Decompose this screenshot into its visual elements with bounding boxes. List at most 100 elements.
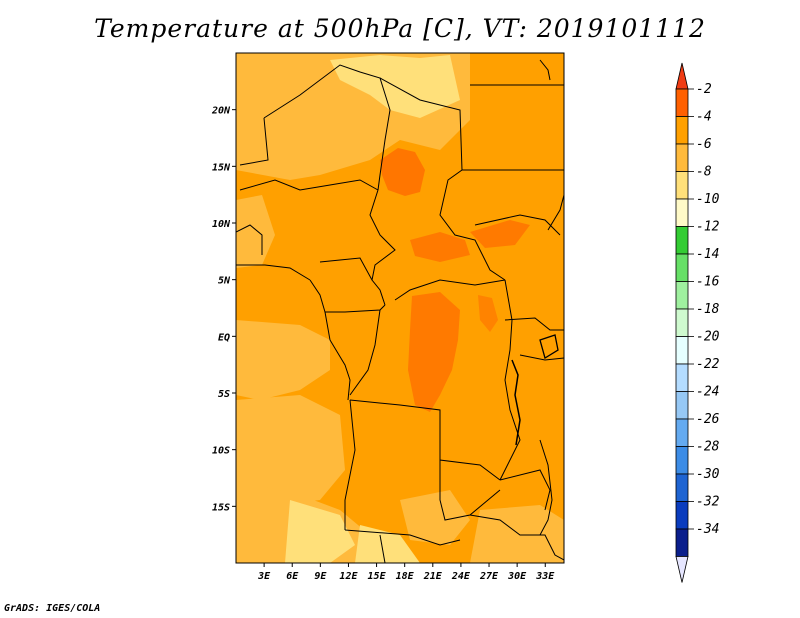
- border-car-drc: [394, 279, 506, 301]
- border-cameroon-gabon: [309, 279, 386, 313]
- lon-tick-label: 15E: [368, 571, 387, 582]
- border-benin: [236, 224, 263, 255]
- border-drc-angola: [349, 399, 501, 481]
- colorbar-label: -22: [696, 357, 720, 372]
- grads-credit: GrADS: IGES/COLA: [4, 603, 101, 614]
- colorbar-label: -6: [696, 137, 712, 152]
- field-west-light: [236, 195, 275, 268]
- field-botswana-pale: [355, 525, 420, 563]
- border-south-sudan: [474, 214, 561, 236]
- colorbar-label: -14: [696, 247, 719, 262]
- border-drc-east: [499, 279, 521, 481]
- field-car-warm: [410, 232, 470, 262]
- lon-tick-label: 3E: [257, 571, 271, 582]
- lon-tick-label: 24E: [451, 571, 471, 582]
- colorbar-swatch: [675, 418, 689, 447]
- lat-tick-label: 15N: [212, 162, 231, 173]
- longitude-axis: 3E 6E 9E 12E 15E 18E 21E 24E 27E 30E 33E: [257, 563, 555, 582]
- map-title: Temperature at 500hPa [C], VT: 201910111…: [94, 14, 706, 43]
- colorbar-swatch: [675, 253, 689, 282]
- lon-tick-label: 6E: [286, 571, 299, 582]
- colorbar-swatch: [675, 473, 689, 502]
- colorbar-label: -34: [696, 522, 719, 537]
- lat-tick-label: 10S: [212, 446, 230, 457]
- coast-malawi-lake: [539, 439, 553, 536]
- border-west-coast: [236, 264, 311, 281]
- border-angola-west: [344, 399, 356, 530]
- colorbar-label: -24: [696, 385, 719, 400]
- border-nigeria-cameroon: [319, 257, 373, 281]
- lat-tick-label: 15S: [212, 502, 230, 513]
- colorbar-label: -8: [696, 165, 712, 180]
- colorbar-swatch: [675, 143, 689, 172]
- lat-tick-label: 5S: [218, 389, 230, 400]
- border-zimbabwe: [469, 514, 564, 561]
- colorbar-bottom-arrow: [675, 556, 689, 583]
- colorbar-label: -4: [696, 110, 712, 125]
- colorbar-swatch: [675, 501, 689, 530]
- border-gabon-congo: [324, 311, 351, 401]
- lat-tick-label: EQ: [218, 332, 230, 343]
- colorbar-label: -28: [696, 440, 720, 455]
- lon-tick-label: 9E: [314, 571, 327, 582]
- colorbar-swatch: [675, 198, 689, 227]
- latitude-axis: 20N 15N 10N 5N EQ 5S 10S 15S: [211, 106, 236, 513]
- colorbar-label: -26: [696, 412, 720, 427]
- colorbar-swatch: [675, 308, 689, 337]
- lon-tick-label: 33E: [535, 571, 555, 582]
- colorbar-swatch: [675, 281, 689, 310]
- lon-tick-label: 12E: [339, 571, 358, 582]
- colorbar-label: -18: [696, 302, 720, 317]
- lon-tick-label: 30E: [507, 571, 527, 582]
- border-ethiopia: [547, 194, 564, 231]
- lat-tick-label: 10N: [212, 219, 231, 230]
- lake-victoria: [539, 334, 559, 360]
- border-chad-cameroon: [369, 189, 396, 306]
- border-uganda-kenya: [504, 317, 564, 331]
- colorbar-swatch: [675, 88, 689, 117]
- colorbar-swatch: [675, 528, 689, 557]
- colorbar-label: -12: [696, 220, 720, 235]
- field-southeast-light: [470, 505, 564, 563]
- border-botswana: [379, 534, 386, 563]
- map-frame: [235, 52, 565, 564]
- lon-tick-label: 21E: [423, 571, 443, 582]
- colorbar-label: -16: [696, 275, 720, 290]
- colorbar-label: -2: [696, 82, 712, 97]
- border-zambia: [439, 460, 501, 521]
- border-libya-chad-sudan: [379, 77, 506, 281]
- colorbar-swatch: [675, 116, 689, 145]
- colorbar-label: -10: [696, 192, 720, 207]
- field-angola-light: [236, 395, 345, 510]
- border-niger-nigeria: [239, 179, 379, 191]
- field-gabon-light: [236, 320, 330, 400]
- lake-tanganyika: [511, 359, 521, 446]
- field-sudan-warm: [470, 220, 530, 248]
- field-nw-light: [236, 53, 310, 90]
- colorbar-swatch: [675, 446, 689, 475]
- lon-tick-label: 18E: [396, 571, 415, 582]
- field-uganda-warm: [478, 295, 498, 332]
- colorbar-swatch: [675, 336, 689, 365]
- border-zambia-mozambique: [499, 469, 551, 511]
- field-zambia-light: [400, 490, 470, 545]
- colorbar-label: -20: [696, 330, 720, 345]
- coast-red-sea: [539, 59, 551, 81]
- field-namibia-pale: [285, 500, 355, 563]
- colorbar-label: -32: [696, 495, 720, 510]
- colorbar-swatch: [675, 171, 689, 200]
- colorbar-top-arrow: [675, 62, 689, 90]
- lat-tick-label: 5N: [218, 276, 231, 287]
- colorbar: -2 -4 -6 -8 -10 -12 -14 -16 -18 -20 -22 -24 -26 -28 -3…: [675, 62, 720, 583]
- border-congo-drc: [349, 309, 381, 396]
- border-tanzania-north: [519, 354, 564, 361]
- colorbar-swatch: [675, 226, 689, 255]
- lon-tick-label: 27E: [479, 571, 499, 582]
- border-mali: [239, 117, 269, 166]
- colorbar-swatch: [675, 391, 689, 420]
- country-borders: [236, 59, 564, 563]
- field-congo-warm: [408, 292, 460, 412]
- colorbar-label: -30: [696, 467, 720, 482]
- colorbar-swatch: [675, 363, 689, 392]
